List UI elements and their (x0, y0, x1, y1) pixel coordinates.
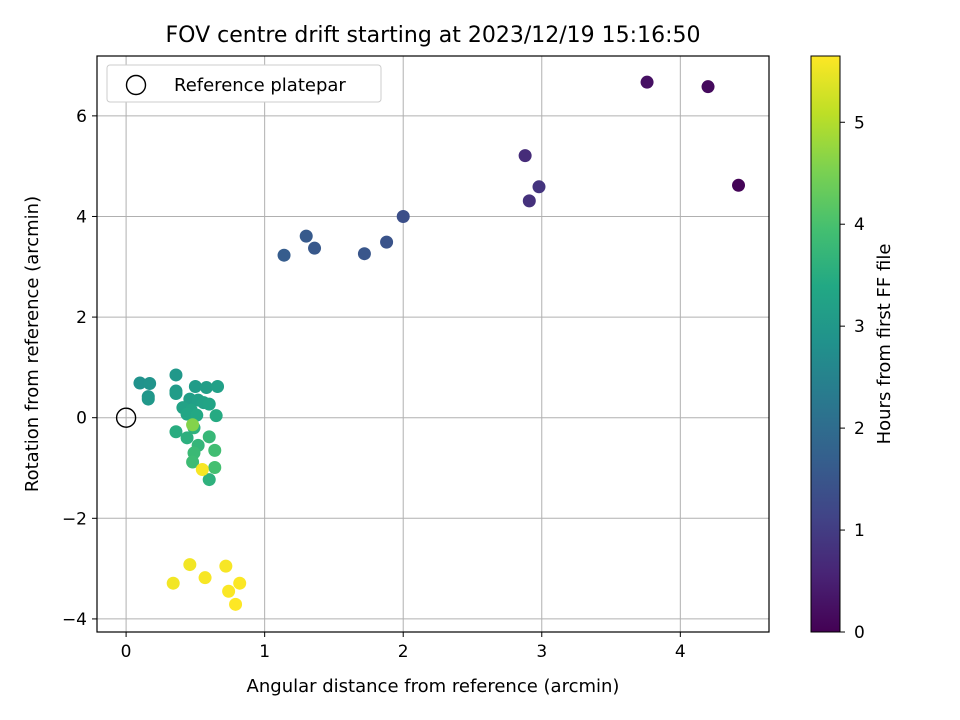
data-point (198, 571, 212, 585)
x-tick-label: 4 (675, 642, 686, 662)
data-point (229, 597, 243, 611)
data-point (199, 381, 213, 395)
data-point (143, 376, 157, 390)
colorbar-label: Hours from first FF file (874, 244, 895, 445)
data-point (277, 248, 291, 262)
legend-label: Reference platepar (174, 75, 346, 96)
data-point (532, 180, 546, 194)
y-axis-label: Rotation from reference (arcmin) (22, 196, 43, 492)
data-point (169, 387, 183, 401)
data-point (357, 247, 371, 261)
data-point (195, 463, 209, 477)
data-point (202, 397, 216, 411)
data-point (180, 431, 194, 445)
y-tick-label: −2 (62, 509, 87, 529)
grid (97, 56, 769, 632)
data-point (640, 75, 654, 89)
plot-frame (96, 55, 770, 633)
data-point (518, 149, 532, 163)
data-point (169, 425, 183, 439)
data-point (202, 430, 216, 444)
data-point (183, 558, 197, 572)
data-point (233, 576, 247, 590)
data-point (180, 407, 194, 421)
x-axis-ticks: 0 1 2 3 4 (121, 632, 686, 662)
colorbar-gradient (810, 55, 841, 633)
legend-marker (125, 74, 147, 96)
colorbar-tick-label: 3 (854, 317, 865, 337)
data-point (209, 409, 223, 423)
data-point (188, 380, 202, 394)
data-point (141, 392, 155, 406)
chart-title: FOV centre drift starting at 2023/12/19 … (166, 23, 701, 48)
data-point (219, 559, 233, 573)
x-tick-label: 1 (259, 642, 270, 662)
x-tick-label: 0 (121, 642, 132, 662)
colorbar-tick-label: 5 (854, 113, 865, 133)
data-point (299, 229, 313, 243)
data-point (208, 443, 222, 457)
data-point (166, 576, 180, 590)
data-point (211, 380, 225, 394)
colorbar-tick-label: 0 (854, 623, 865, 643)
x-tick-label: 3 (536, 642, 547, 662)
y-tick-label: 2 (76, 308, 87, 328)
colorbar-ticks: 0 1 2 3 4 5 (840, 113, 865, 643)
colorbar-tick-label: 1 (854, 521, 865, 541)
y-tick-label: 4 (76, 207, 87, 227)
data-points (115, 75, 746, 611)
data-point (396, 209, 410, 223)
legend: Reference platepar (106, 64, 382, 103)
x-axis-label: Angular distance from reference (arcmin) (247, 676, 620, 697)
data-point (133, 376, 147, 390)
data-point (222, 584, 236, 598)
data-point (701, 80, 715, 94)
y-tick-label: 0 (76, 409, 87, 429)
y-axis-ticks: −4 −2 0 2 4 6 (62, 107, 97, 630)
data-point (732, 178, 746, 192)
data-point (380, 235, 394, 249)
colorbar-tick-label: 4 (854, 215, 865, 235)
colorbar-tick-label: 2 (854, 419, 865, 439)
reference-platepar-marker (115, 407, 137, 428)
legend-box (106, 64, 382, 103)
data-point (202, 473, 216, 487)
data-point (308, 241, 322, 255)
y-tick-label: 6 (76, 107, 87, 127)
y-tick-label: −4 (62, 610, 87, 630)
data-point (522, 194, 536, 208)
x-tick-label: 2 (398, 642, 409, 662)
data-point (208, 461, 222, 475)
data-point (186, 418, 200, 432)
data-point (169, 368, 183, 382)
data-point (186, 455, 200, 469)
colorbar: 0 1 2 3 4 5 Hours from first FF file (810, 55, 895, 643)
